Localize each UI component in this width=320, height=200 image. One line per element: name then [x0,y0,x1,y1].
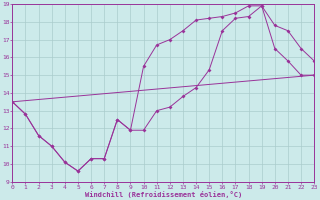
X-axis label: Windchill (Refroidissement éolien,°C): Windchill (Refroidissement éolien,°C) [84,191,242,198]
